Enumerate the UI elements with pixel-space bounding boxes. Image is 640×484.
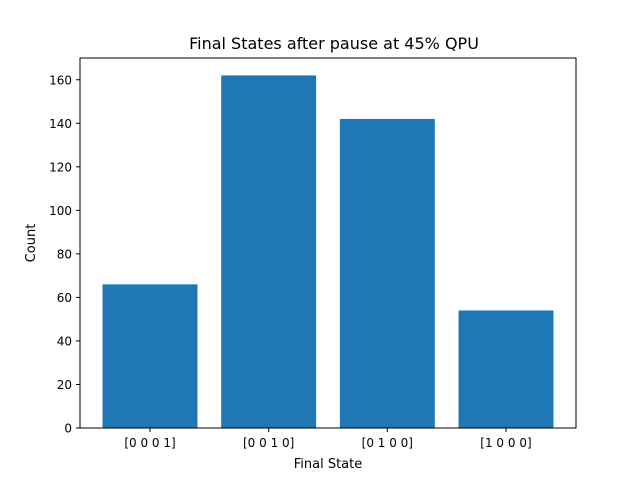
x-axis-label: Final State [294,457,363,472]
bar-1 [102,284,198,428]
x-axis: [0 0 0 1] [0 0 1 0] [0 1 0 0] [1 0 0 0] [124,428,532,450]
y-tick-label: 40 [57,334,72,348]
chart-title: Final States after pause at 45% QPU [189,34,479,53]
y-tick-label: 60 [57,291,72,305]
bar-4 [458,310,554,428]
y-tick-label: 100 [49,204,72,218]
x-tick-label: [1 0 0 0] [480,436,531,450]
y-tick-label: 20 [57,378,72,392]
plot-frame [79,57,577,429]
x-tick-label: [0 0 1 0] [243,436,294,450]
y-axis: 0 20 40 60 80 100 120 140 160 [49,73,80,436]
bar-3 [339,118,435,429]
y-tick-label: 120 [49,160,72,174]
x-tick-label: [0 0 0 1] [124,436,175,450]
y-axis-label: Count [24,224,39,263]
y-tick-label: 0 [64,422,72,436]
bars-layer [102,75,554,429]
y-tick-label: 140 [49,117,72,131]
y-tick-label: 80 [57,247,72,261]
bar-2 [221,75,317,428]
x-tick-label: [0 1 0 0] [362,436,413,450]
y-tick-label: 160 [49,73,72,87]
